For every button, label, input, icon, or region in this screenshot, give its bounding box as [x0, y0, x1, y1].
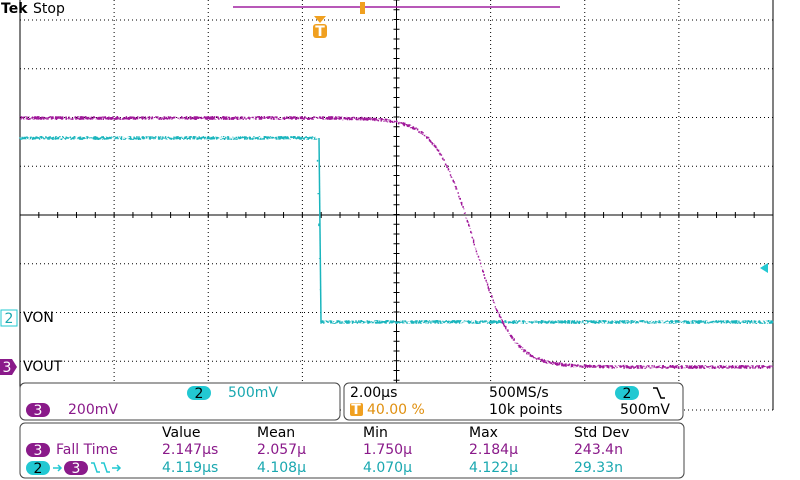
column-header: Min [363, 425, 388, 441]
measurement-value: 4.108µ [257, 460, 306, 476]
measurement-value: 1.750µ [363, 442, 412, 458]
channel-pill [187, 386, 211, 400]
horizontal-panel [343, 382, 684, 421]
channel-number: 3 [3, 360, 12, 376]
trigger-marker-box [313, 24, 327, 38]
channel-number: 3 [34, 403, 43, 419]
vout-trace [19, 116, 774, 369]
measurement-value: 4.070µ [363, 460, 412, 476]
channel-badge [0, 359, 17, 375]
brand: Tek [1, 1, 28, 17]
trigger-marker: T [351, 402, 361, 418]
channel-pill [615, 386, 639, 400]
von-edge [318, 137, 322, 323]
measurement-target: 3 [72, 461, 81, 477]
graticule [19, 0, 774, 411]
measurement-value: 2.184µ [469, 442, 518, 458]
timebase: 2.00µs [350, 385, 397, 401]
measurement-value: 4.122µ [469, 460, 518, 476]
waveforms [19, 116, 774, 369]
channel-pill [26, 443, 50, 457]
channel-pill [64, 461, 88, 475]
edge-icon [91, 462, 122, 473]
column-header: Max [469, 425, 498, 441]
column-header: Std Dev [574, 425, 629, 441]
channel-pill [26, 403, 50, 417]
channel-scale: 200mV [68, 402, 118, 418]
channel-label: VOUT [23, 359, 63, 375]
trigger-level: 500mV [620, 402, 670, 418]
measurement-value: 2.057µ [257, 442, 306, 458]
measurement-table: Value Mean Min Max Std Dev 2.147µs 2.057µ 1.750… [162, 425, 629, 476]
trigger-arrow [314, 16, 326, 23]
sample-rate: 500MS/s [489, 385, 549, 401]
measurement-label: Fall Time [56, 442, 118, 458]
measurement-value: 243.4n [574, 442, 623, 458]
channel-number: 2 [195, 386, 204, 402]
channel-pill [26, 461, 50, 475]
trigger-channel: 2 [623, 386, 632, 402]
channel-label: VON [23, 310, 54, 326]
trigger-marker-box [350, 403, 363, 416]
measurement-value: 2.147µs [162, 442, 218, 458]
status: Stop [33, 1, 65, 17]
measurement-value: 29.33n [574, 460, 623, 476]
measurement-panel [19, 422, 685, 479]
von-trace [19, 136, 774, 324]
channel-badge [0, 309, 18, 327]
trigger-level-marker [760, 263, 768, 273]
column-header: Value [162, 425, 200, 441]
trigger-marker: T [315, 24, 325, 40]
measurement-value: 4.119µs [162, 460, 218, 476]
channel-number: 2 [5, 311, 14, 327]
record-view-marker [360, 2, 365, 14]
measurement-source: 3 [34, 443, 43, 459]
trigger-position: 40.00 % [367, 402, 425, 418]
trigger-slope-icon [653, 387, 665, 399]
record-length: 10k points [489, 402, 562, 418]
channel-scale: 500mV [228, 385, 278, 401]
column-header: Mean [257, 425, 295, 441]
arrow-icon [53, 464, 63, 472]
measurement-source: 2 [34, 461, 43, 477]
vertical-panel [19, 382, 341, 421]
